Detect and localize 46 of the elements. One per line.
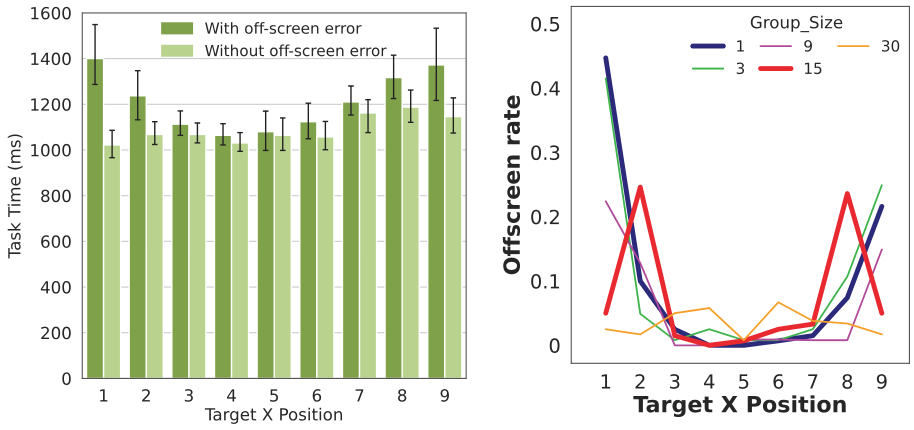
legend-label: 9 [804,40,812,52]
x-tick-label: 4 [227,389,236,402]
legend-title: Group_Size [750,16,842,32]
x-tick-label: 4 [704,374,714,389]
x-tick-label: 7 [356,389,364,402]
x-tick-label: 5 [270,389,278,402]
y-tick-label: 800 [41,190,71,202]
x-tick-label: 3 [184,389,193,402]
y-axis-title: Offscreen rate [502,96,520,274]
y-tick-label: 600 [41,235,71,248]
x-tick-label: 2 [636,374,645,389]
y-tick-label: 0.5 [531,16,560,32]
legend-label: 15 [805,62,822,74]
y-tick-label: 400 [40,280,71,294]
legend-label: With off-screen error [205,22,362,34]
y-tick-label: 1600 [31,6,71,20]
legend-label: 30 [882,40,900,52]
x-tick-label: 9 [876,374,887,389]
y-tick-label: 1200 [31,98,71,111]
y-tick-label: 0 [62,372,71,385]
x-tick-label: 8 [842,374,852,389]
x-tick-label: 9 [440,389,449,402]
x-axis-title: Target X Position [204,408,342,424]
x-tick-label: 3 [670,374,680,389]
x-tick-label: 5 [739,374,748,389]
y-tick-label: 0.4 [531,81,560,96]
y-tick-label: 1000 [31,144,71,157]
legend-label: Without off-screen error [205,44,387,56]
legend-label: 1 [737,40,744,52]
y-axis-title: Task Time (ms) [8,134,23,258]
legend-label: 3 [736,62,744,74]
x-tick-label: 1 [602,374,610,389]
y-tick-label: 0.2 [531,210,559,224]
x-tick-label: 8 [398,389,406,402]
x-tick-label: 6 [773,374,784,389]
x-tick-label: 6 [312,389,322,402]
x-tick-label: 1 [100,389,108,402]
x-tick-label: 2 [142,389,150,402]
y-tick-label: 200 [41,326,71,340]
x-axis-title: Target X Position [633,395,846,418]
y-tick-label: 1400 [31,52,71,66]
y-tick-label: 0 [550,338,560,354]
x-tick-label: 7 [808,374,818,389]
line-series [604,301,883,342]
y-tick-label: 0.1 [531,274,560,289]
y-tick-label: 0.3 [531,145,560,160]
